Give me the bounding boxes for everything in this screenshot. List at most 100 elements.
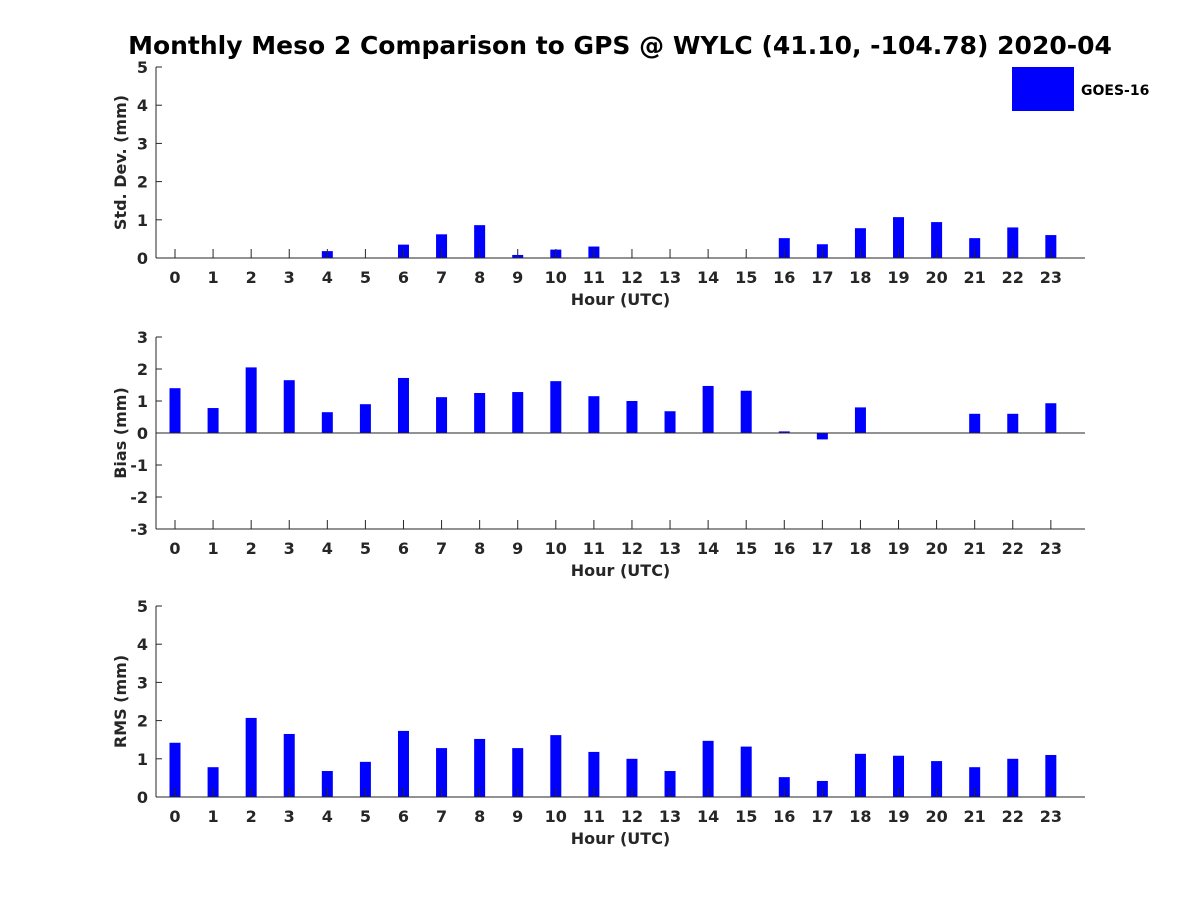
bias-xtick-label: 0: [169, 539, 180, 558]
rms-ytick-label: 0: [137, 788, 148, 807]
bias-ytick-label: 0: [137, 424, 148, 443]
bias-xtick-label: 20: [925, 539, 947, 558]
rms-bar-22: [1007, 758, 1019, 797]
bias-xtick-label: 13: [659, 539, 681, 558]
bias-bar-14: [702, 385, 714, 433]
std-dev-bar-7: [436, 234, 448, 258]
rms-bar-6: [397, 730, 409, 797]
bias-ytick-label: 1: [137, 392, 148, 411]
std-dev-xtick-label: 8: [474, 268, 485, 287]
chart-title: Monthly Meso 2 Comparison to GPS @ WYLC …: [128, 31, 1112, 60]
rms-bar-4: [321, 771, 333, 797]
rms-bar-14: [702, 740, 714, 797]
bias-xtick-label: 18: [849, 539, 871, 558]
rms-bar-11: [588, 751, 600, 797]
std-dev-xtick-label: 14: [697, 268, 719, 287]
bias-xtick-label: 23: [1040, 539, 1062, 558]
rms-bar-12: [626, 758, 638, 797]
rms-xtick-label: 2: [246, 807, 257, 826]
rms-xtick-label: 5: [360, 807, 371, 826]
rms-bar-19: [893, 755, 905, 797]
bias-bar-16: [778, 431, 790, 433]
bias-bar-23: [1045, 403, 1057, 433]
bias-xtick-label: 3: [284, 539, 295, 558]
bias-xtick-label: 5: [360, 539, 371, 558]
bias-ytick-label: -1: [130, 456, 148, 475]
std-dev-xtick-label: 4: [322, 268, 333, 287]
std-dev-xtick-label: 3: [284, 268, 295, 287]
std-dev-bar-19: [893, 217, 905, 258]
std-dev-xtick-label: 0: [169, 268, 180, 287]
rms-xtick-label: 21: [964, 807, 986, 826]
bias-bar-7: [436, 397, 448, 433]
std-dev-xtick-label: 19: [887, 268, 909, 287]
rms-xtick-label: 12: [621, 807, 643, 826]
std-dev-xtick-label: 1: [208, 268, 219, 287]
std-dev-ytick-label: 4: [137, 96, 148, 115]
bias-xtick-label: 16: [773, 539, 795, 558]
bias-bar-13: [664, 411, 676, 433]
std-dev-xtick-label: 15: [735, 268, 757, 287]
rms-xtick-label: 20: [925, 807, 947, 826]
std-dev-bar-21: [969, 238, 981, 258]
rms-xtick-label: 23: [1040, 807, 1062, 826]
bias-ylabel: Bias (mm): [111, 387, 130, 479]
bias-bar-8: [474, 393, 486, 433]
std-dev-xtick-label: 18: [849, 268, 871, 287]
std-dev-bar-23: [1045, 235, 1057, 258]
std-dev-xtick-label: 2: [246, 268, 257, 287]
bias-ytick-label: 3: [137, 328, 148, 347]
rms-bar-18: [854, 753, 866, 797]
rms-ytick-label: 2: [137, 712, 148, 731]
rms-xtick-label: 8: [474, 807, 485, 826]
std-dev-ytick-label: 1: [137, 211, 148, 230]
bias-xtick-label: 2: [246, 539, 257, 558]
rms-xtick-label: 18: [849, 807, 871, 826]
bias-bar-17: [816, 433, 828, 440]
bias-bar-21: [969, 413, 981, 433]
bias-xtick-label: 12: [621, 539, 643, 558]
legend: GOES-16: [1012, 67, 1149, 111]
rms-bar-20: [931, 761, 943, 797]
bias-ytick-label: 2: [137, 360, 148, 379]
rms-bar-10: [550, 735, 562, 797]
rms-bar-9: [512, 748, 524, 797]
rms-bar-7: [436, 748, 448, 797]
std-dev-xtick-label: 21: [964, 268, 986, 287]
rms-ytick-label: 1: [137, 750, 148, 769]
rms-xtick-label: 0: [169, 807, 180, 826]
rms-bar-15: [740, 746, 752, 797]
std-dev-xtick-label: 17: [811, 268, 833, 287]
bias-xtick-label: 21: [964, 539, 986, 558]
bias-bar-18: [854, 407, 866, 433]
rms-bar-8: [474, 738, 486, 797]
rms-bar-0: [169, 742, 181, 797]
rms-xlabel: Hour (UTC): [571, 829, 671, 848]
rms-bar-5: [359, 761, 371, 797]
bias-xtick-label: 14: [697, 539, 719, 558]
std-dev-xtick-label: 23: [1040, 268, 1062, 287]
bias-bar-10: [550, 381, 562, 433]
bias-xtick-label: 22: [1002, 539, 1024, 558]
std-dev-xtick-label: 13: [659, 268, 681, 287]
bias-bar-22: [1007, 413, 1019, 433]
bias-bar-12: [626, 401, 638, 433]
std-dev-xlabel: Hour (UTC): [571, 290, 671, 309]
bias-ytick-label: -3: [130, 520, 148, 539]
bias-ytick-label: -2: [130, 488, 148, 507]
std-dev-xtick-label: 6: [398, 268, 409, 287]
rms-bar-13: [664, 771, 676, 797]
bias-xtick-label: 1: [208, 539, 219, 558]
bias-bar-5: [359, 404, 371, 433]
std-dev-ytick-label: 2: [137, 173, 148, 192]
bias-bar-3: [283, 380, 295, 433]
std-dev-xtick-label: 22: [1002, 268, 1024, 287]
rms-xtick-label: 10: [545, 807, 567, 826]
rms-xtick-label: 1: [208, 807, 219, 826]
bias-xtick-label: 4: [322, 539, 333, 558]
rms-xtick-label: 6: [398, 807, 409, 826]
